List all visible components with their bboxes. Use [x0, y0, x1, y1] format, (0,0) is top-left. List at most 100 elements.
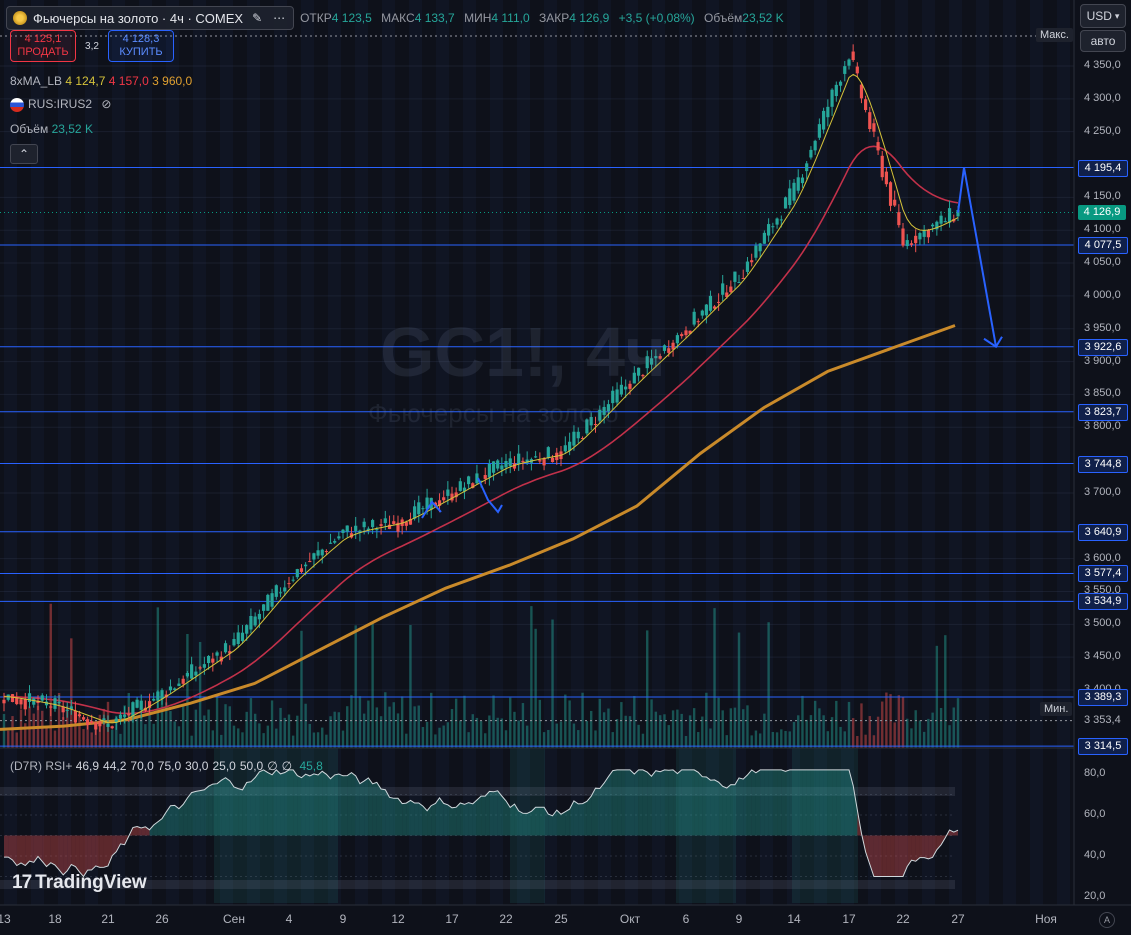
rsi-fill	[890, 835, 895, 877]
rsi-fill	[137, 826, 142, 836]
level-price-tag[interactable]: 3 744,8	[1078, 455, 1128, 473]
rsi-fill	[267, 772, 273, 836]
rsi-fill	[531, 807, 536, 836]
volume-bar	[86, 720, 89, 748]
level-price-tag[interactable]: 4 195,4	[1078, 159, 1128, 177]
rsi-fill	[743, 774, 748, 836]
grid-stripe	[976, 0, 989, 905]
volume-bar	[442, 725, 445, 748]
rsi-fill	[827, 769, 833, 836]
volume-bar	[287, 714, 291, 748]
level-price-tag[interactable]: 3 534,9	[1078, 593, 1128, 611]
volume-bar	[551, 619, 554, 748]
buy-button[interactable]: 4 128,3 КУПИТЬ	[108, 30, 174, 62]
rsi-fill	[410, 800, 415, 836]
time-tick-label: 14	[787, 912, 801, 926]
rsi-fill	[489, 791, 494, 836]
rsi-fill	[664, 769, 669, 836]
level-price-tag[interactable]: 3 640,9	[1078, 523, 1128, 541]
volume-bar	[237, 728, 240, 748]
tradingview-logo[interactable]: 17 TradingView	[12, 872, 147, 893]
rsi-fill	[569, 800, 574, 836]
rsi-fill	[677, 769, 682, 836]
min-label: Мин.	[1040, 702, 1073, 716]
level-price-tag[interactable]: 3 922,6	[1078, 338, 1128, 356]
volume-bar	[918, 720, 922, 748]
auto-scale-toggle[interactable]: A	[1099, 912, 1115, 928]
volume-legend[interactable]: Объём 23,52 K	[10, 122, 93, 136]
volume-bar	[367, 700, 370, 748]
grid-stripe	[949, 0, 962, 905]
price-tick-label: 3 950,0	[1084, 321, 1121, 334]
candle-body	[598, 409, 602, 421]
symbol-box[interactable]: Фьючерсы на золото · 4ч · COMEX ✎ ⋯	[6, 6, 295, 30]
volume-bar	[701, 716, 704, 748]
candle-body	[127, 713, 131, 716]
volume-bar	[346, 706, 349, 748]
grid-stripe	[544, 0, 557, 905]
rsi-fill	[936, 835, 942, 850]
volume-bar	[931, 712, 934, 748]
rsi-fill	[95, 835, 100, 868]
candle-body	[504, 461, 508, 468]
grid-stripe	[274, 0, 287, 905]
candle-body	[667, 348, 671, 353]
hidden-eye-icon[interactable]: ⊘	[101, 97, 112, 111]
rsi-fill	[132, 826, 138, 836]
scale-mode-button[interactable]: авто	[1080, 30, 1126, 52]
rsi-fill	[522, 813, 528, 836]
candle-body	[135, 699, 139, 708]
ma-indicator-legend[interactable]: 8xMA_LB 4 124,7 4 157,0 3 960,0	[10, 74, 193, 88]
rsi-fill	[259, 769, 264, 836]
rsi-fill	[359, 780, 365, 836]
level-price-tag[interactable]: 3 314,5	[1078, 738, 1128, 756]
symbol-title[interactable]: Фьючерсы на золото · 4ч · COMEX	[33, 10, 244, 26]
max-label: Макс.	[1036, 28, 1073, 42]
rsi-fill	[12, 835, 17, 866]
volume-bar	[624, 715, 627, 748]
compare-symbol-legend[interactable]: RUS:IRUS2 ⊘	[10, 97, 111, 112]
candle-body	[147, 701, 152, 708]
volume-bar	[7, 730, 10, 748]
rsi-fill	[83, 835, 88, 877]
level-price-tag[interactable]: 3 389,3	[1078, 689, 1128, 707]
watermark-symbol: GC1!, 4ч	[380, 313, 666, 391]
level-price-tag[interactable]: 3 823,7	[1078, 403, 1128, 421]
currency-selector[interactable]: USD ▾	[1080, 4, 1126, 28]
candle-body	[893, 199, 897, 206]
volume-bar	[409, 624, 412, 748]
rsi-fill	[284, 769, 289, 836]
rsi-fill	[544, 807, 549, 836]
candle-body	[295, 569, 299, 578]
edit-icon[interactable]: ✎	[252, 11, 263, 25]
rsi-fill	[29, 835, 34, 863]
volume-bar	[637, 724, 640, 748]
candle-body	[602, 406, 606, 415]
grid-stripe	[166, 0, 179, 905]
candle-body	[366, 528, 370, 531]
sell-button[interactable]: 4 125,1 ПРОДАТЬ	[10, 30, 76, 62]
grid-stripe	[733, 0, 746, 905]
level-price-tag[interactable]: 4 077,5	[1078, 236, 1128, 254]
rsi-legend[interactable]: (D7R) RSI+ 46,9 44,2 70,0 75,0 30,0 25,0 50,0 ∅…	[10, 759, 323, 773]
collapse-legend-button[interactable]: ⌃	[10, 144, 38, 164]
rsi-fill	[819, 769, 824, 836]
candle-body	[922, 229, 926, 237]
volume-bar	[45, 728, 48, 748]
candle-body	[232, 639, 236, 646]
volume-bar	[906, 718, 909, 748]
volume-bar	[775, 732, 779, 748]
grid-stripe	[868, 0, 881, 905]
rsi-fill	[402, 803, 407, 836]
rsi-fill	[347, 772, 352, 836]
level-price-tag[interactable]: 3 577,4	[1078, 565, 1128, 583]
candle-body	[542, 458, 546, 466]
more-icon[interactable]: ⋯	[273, 11, 286, 25]
volume-bar	[350, 695, 353, 748]
rsi-overbought-band	[0, 787, 955, 796]
time-tick-label: 4	[285, 912, 293, 926]
candle-body	[156, 691, 160, 701]
rsi-fill	[582, 801, 587, 836]
rsi-fill	[714, 779, 719, 836]
